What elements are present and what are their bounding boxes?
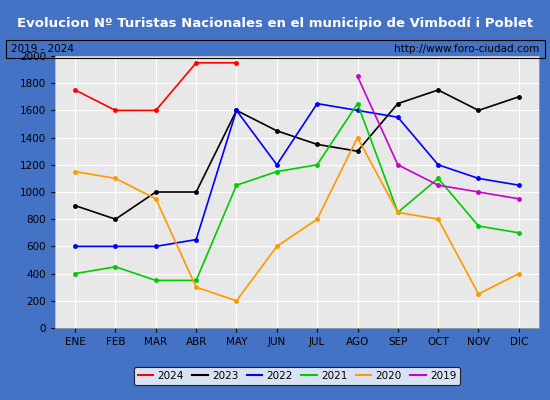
Text: http://www.foro-ciudad.com: http://www.foro-ciudad.com [394, 44, 539, 54]
Text: Evolucion Nº Turistas Nacionales en el municipio de Vimbodí i Poblet: Evolucion Nº Turistas Nacionales en el m… [17, 18, 533, 30]
Legend: 2024, 2023, 2022, 2021, 2020, 2019: 2024, 2023, 2022, 2021, 2020, 2019 [134, 367, 460, 385]
Text: 2019 - 2024: 2019 - 2024 [11, 44, 74, 54]
